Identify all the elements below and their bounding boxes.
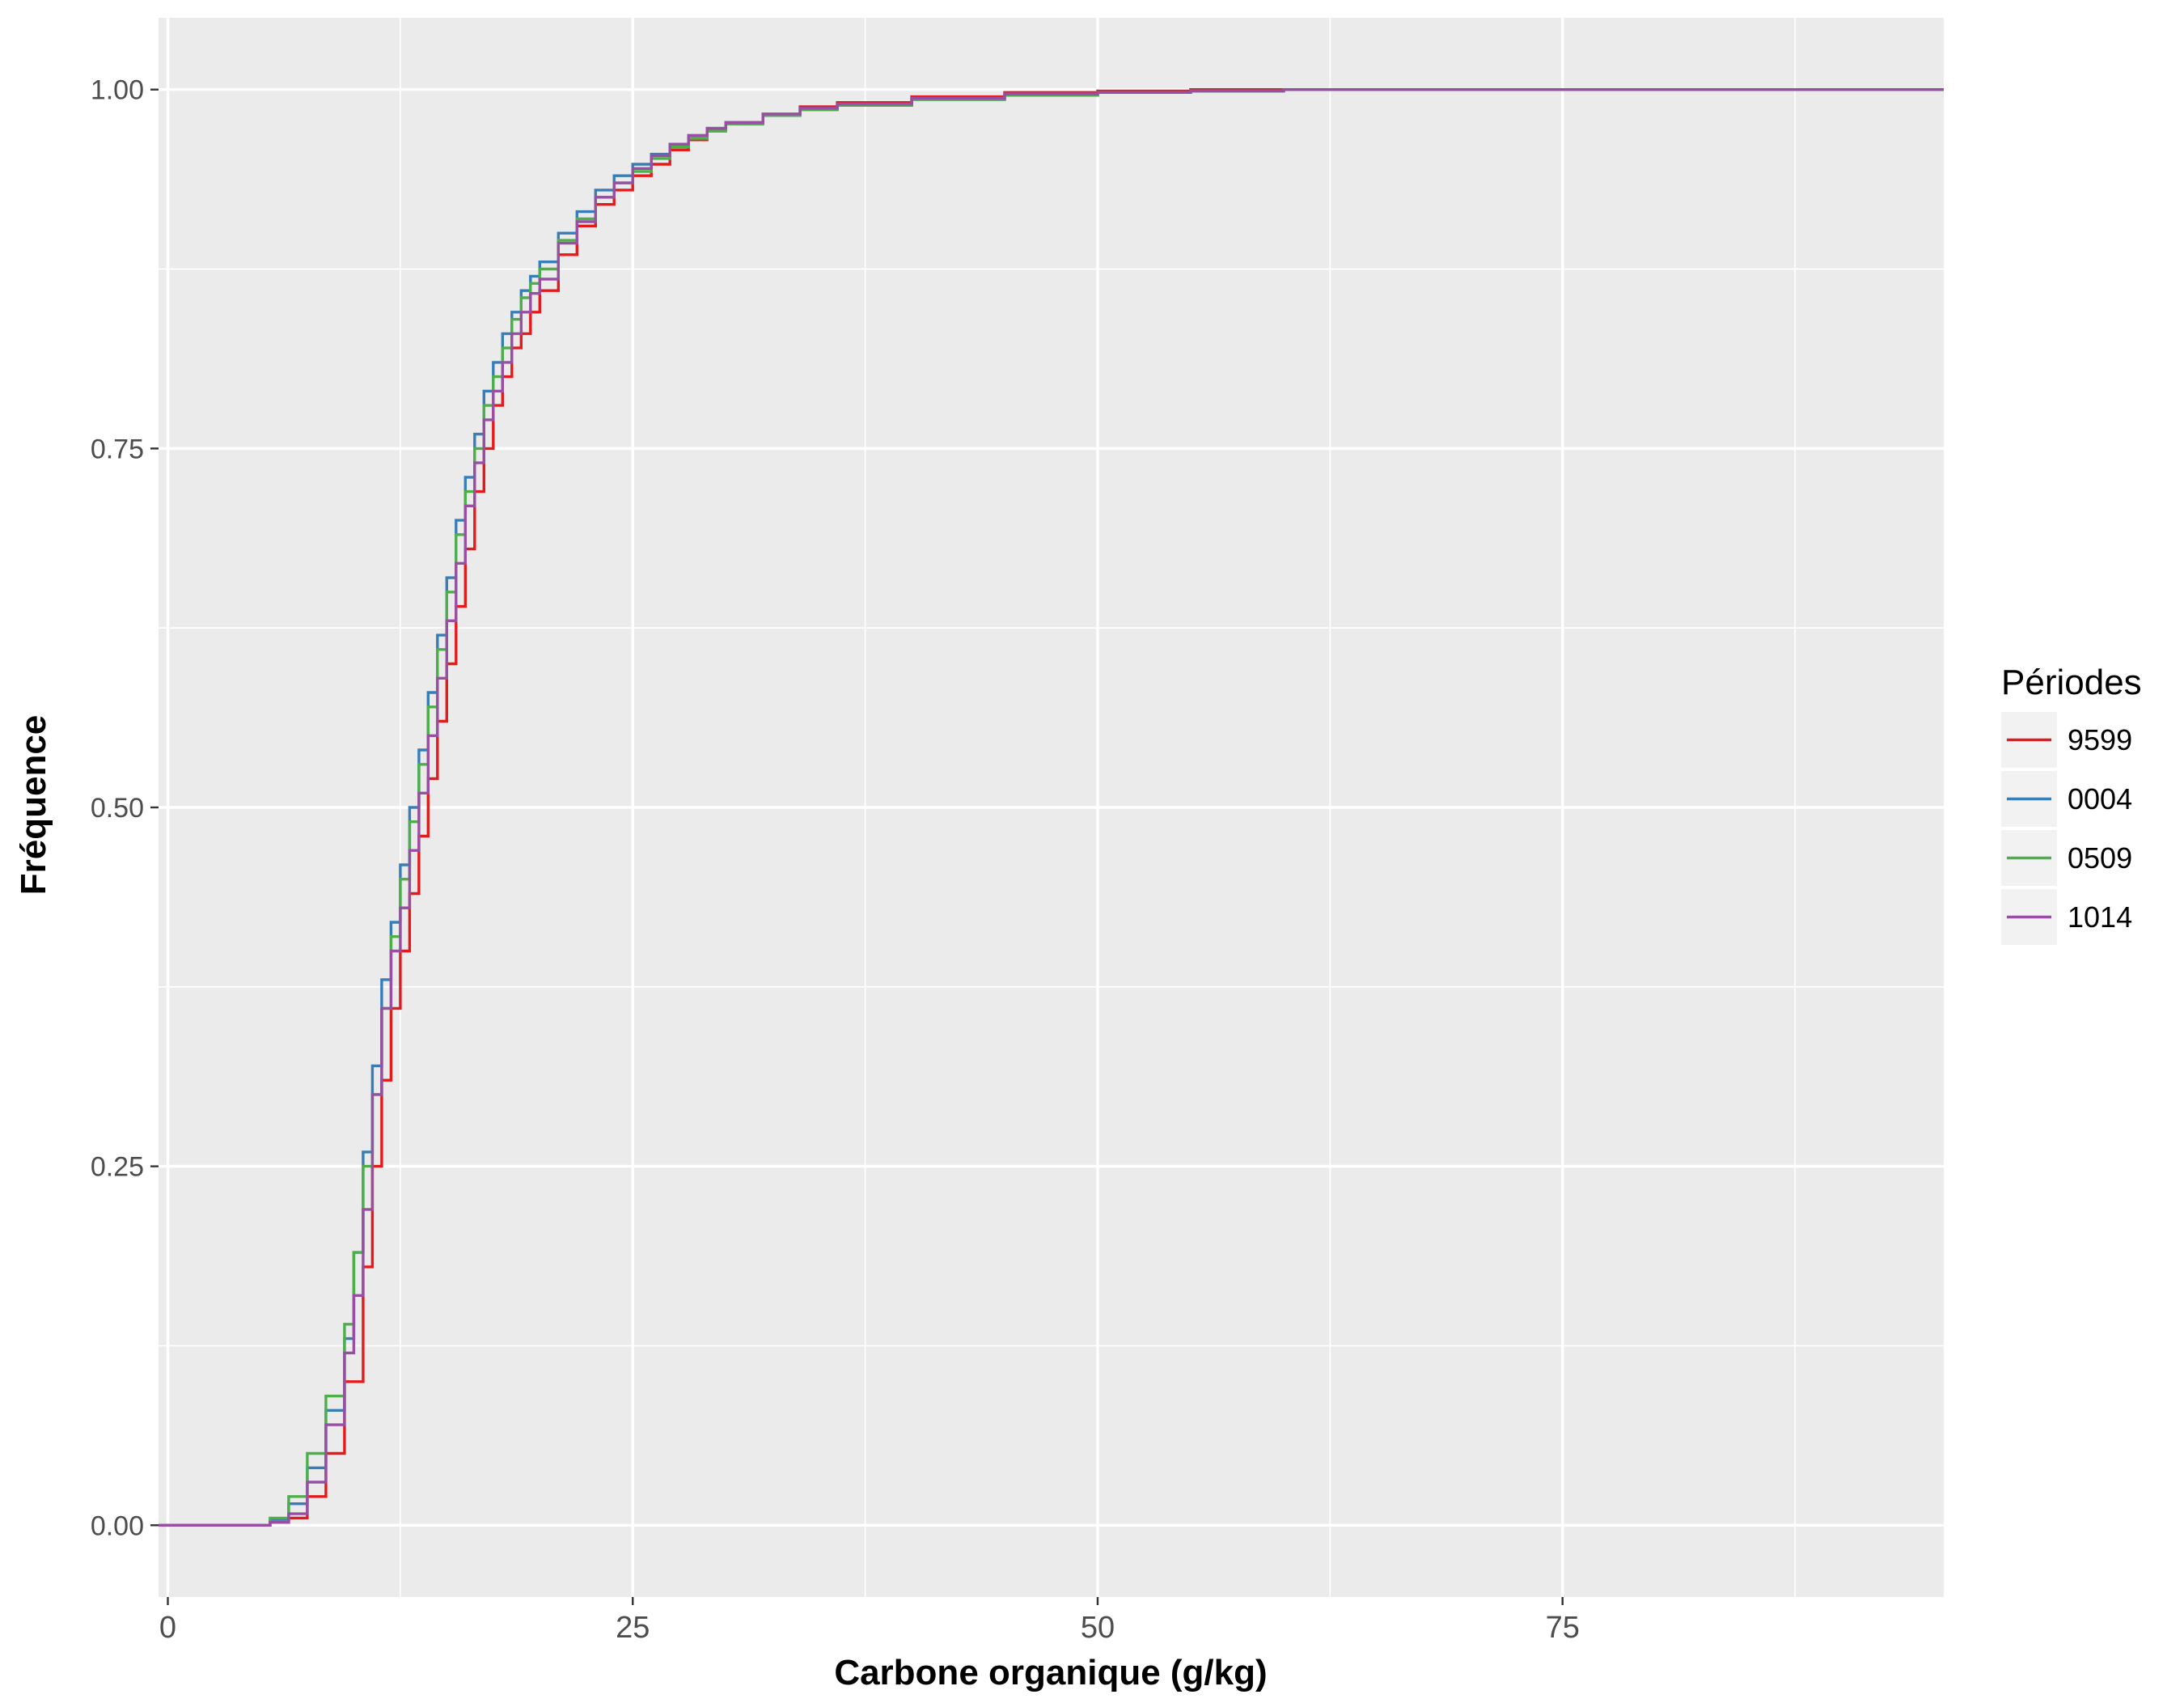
y-tick-label: 0.25 <box>91 1152 144 1183</box>
series-line-1014 <box>159 88 1944 1527</box>
series-layer <box>159 88 1944 1527</box>
series-line-0509 <box>159 88 1944 1527</box>
y-tick-label: 0.50 <box>91 793 144 824</box>
legend-label: 0004 <box>2068 782 2132 815</box>
y-axis: 0.00 0.25 0.50 0.75 1.00 <box>91 75 159 1541</box>
legend-title: Périodes <box>2001 663 2142 702</box>
legend-item-9599: 9599 <box>2001 712 2132 768</box>
x-axis-title: Carbone organique (g/kg) <box>834 1653 1267 1692</box>
major-grid <box>159 18 1944 1597</box>
x-axis: 0 25 50 75 <box>159 1597 1580 1645</box>
y-tick-label: 0.75 <box>91 434 144 464</box>
legend-item-0509: 0509 <box>2001 830 2132 886</box>
legend-label: 0509 <box>2068 841 2132 875</box>
legend-item-0004: 0004 <box>2001 771 2132 827</box>
x-tick-label: 0 <box>159 1611 176 1645</box>
y-tick-label: 0.00 <box>91 1510 144 1541</box>
legend: Périodes 9599 0004 0509 1014 <box>2001 663 2142 945</box>
y-tick-label: 1.00 <box>91 75 144 106</box>
legend-label: 1014 <box>2068 900 2132 934</box>
legend-label: 9599 <box>2068 723 2132 756</box>
x-tick-label: 25 <box>616 1611 650 1645</box>
x-tick-label: 75 <box>1546 1611 1580 1645</box>
x-tick-label: 50 <box>1081 1611 1115 1645</box>
legend-keys: 9599 0004 0509 1014 <box>2001 712 2132 945</box>
y-axis-title: Fréquence <box>14 715 53 896</box>
legend-item-1014: 1014 <box>2001 889 2132 945</box>
